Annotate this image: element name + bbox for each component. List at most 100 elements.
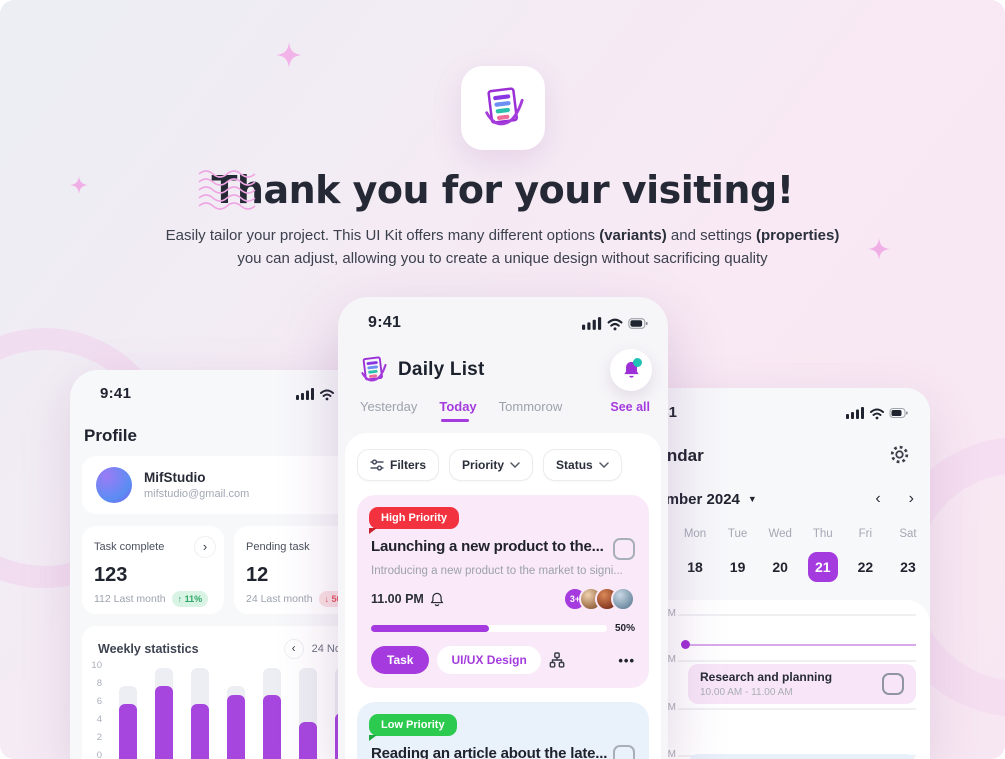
bar-fill	[119, 704, 137, 759]
day-cell[interactable]: Sat 23	[899, 528, 917, 575]
bar-fill	[227, 695, 245, 759]
day-cell-selected[interactable]: Thu 21	[805, 528, 841, 582]
filters-button[interactable]: Filters	[357, 449, 440, 481]
calendar-screen: 9:41 Calendar November 2024 ▼ ‹ › Mo	[620, 388, 930, 759]
chevron-right-icon[interactable]: ›	[194, 536, 216, 558]
task-checkbox[interactable]	[613, 745, 635, 759]
app-title: Daily List	[398, 359, 485, 380]
status-icons	[582, 316, 648, 330]
y-axis-tick: 8	[96, 678, 102, 689]
notification-dot	[633, 358, 642, 367]
page-subtitle: Easily tailor your project. This UI Kit …	[165, 227, 840, 268]
current-time-dot	[681, 640, 690, 649]
tab-today[interactable]: Today	[439, 399, 477, 422]
daily-list-logo-icon	[485, 87, 524, 126]
sparkle-icon	[276, 42, 302, 68]
avatar	[611, 587, 635, 611]
timeline-gridline	[678, 660, 916, 662]
bar-track	[227, 686, 245, 759]
bar-fill	[191, 704, 209, 759]
chart-prev-button[interactable]: ‹	[283, 639, 304, 659]
profile-title: Profile	[84, 426, 137, 445]
bell-icon	[430, 592, 444, 606]
user-avatar	[96, 467, 132, 503]
y-axis-tick: 10	[91, 660, 102, 671]
stat-card-pending-task[interactable]: Pending task › 12 24 Last month ↓ 50%	[234, 526, 376, 614]
task-card-high-priority[interactable]: High Priority Launching a new product to…	[357, 495, 649, 688]
event-time: 10.00 AM - 11.00 AM	[700, 687, 793, 698]
bar-track	[155, 668, 173, 759]
more-options-button[interactable]: •••	[618, 652, 635, 668]
stat-sub: 24 Last month	[246, 593, 313, 605]
sparkle-icon	[868, 238, 890, 260]
event-checkbox[interactable]	[882, 673, 904, 695]
current-time-line	[690, 643, 916, 646]
y-axis-tick: 0	[96, 750, 102, 759]
see-all-link[interactable]: See all	[610, 399, 650, 414]
status-icons	[846, 406, 908, 419]
prev-month-button[interactable]: ‹	[875, 490, 881, 507]
progress-label: 50%	[614, 623, 635, 634]
event-card-partial[interactable]	[688, 754, 916, 759]
progress-fill	[371, 625, 489, 632]
chevron-down-icon	[598, 462, 609, 468]
day-cell[interactable]: Fri 22	[857, 528, 874, 575]
assignee-avatars[interactable]: 3+	[563, 587, 635, 611]
y-axis-tick: 6	[96, 696, 102, 707]
daily-list-logo-icon	[361, 356, 387, 382]
y-axis-tick: 2	[96, 732, 102, 743]
status-dropdown[interactable]: Status	[543, 449, 622, 481]
tag-task[interactable]: Task	[371, 646, 430, 674]
stat-card-task-complete[interactable]: Task complete › 123 112 Last month ↑ 11%	[82, 526, 224, 614]
page-title: Thank you for your visiting!	[211, 168, 794, 212]
task-title: Reading an article about the late...	[371, 745, 608, 759]
bar-fill	[263, 695, 281, 759]
low-priority-badge: Low Priority	[369, 714, 457, 741]
app-logo-badge	[461, 66, 545, 150]
wave-lines-decor	[198, 170, 256, 210]
day-cell[interactable]: Tue 19	[727, 528, 748, 575]
user-name: MifStudio	[144, 470, 206, 485]
stat-label: Pending task	[246, 541, 310, 553]
bar-track	[263, 668, 281, 759]
tasks-panel: Filters Priority Status High Priority La…	[345, 433, 661, 759]
event-card[interactable]: Research and planning 10.00 AM - 11.00 A…	[688, 664, 916, 704]
high-priority-badge: High Priority	[369, 507, 460, 534]
event-title: Research and planning	[700, 670, 833, 684]
task-title: Launching a new product to the...	[371, 538, 604, 555]
status-time: 9:41	[368, 314, 402, 331]
profile-user-card[interactable]: MifStudio mifstudio@gmail.com	[82, 456, 388, 514]
task-card-low-priority[interactable]: Low Priority Reading an article about th…	[357, 702, 649, 759]
week-row: Mon 18 Tue 19 Wed 20 Thu 21 Fri 22 Sat 23	[677, 528, 926, 582]
stat-label: Task complete	[94, 541, 165, 553]
notifications-button[interactable]	[610, 349, 652, 391]
task-checkbox[interactable]	[613, 538, 635, 560]
task-time: 11.00 PM	[371, 592, 424, 606]
task-description: Introducing a new product to the market …	[371, 565, 623, 577]
tab-tomorrow[interactable]: Tommorow	[498, 399, 563, 414]
tag-uiux-design[interactable]: UI/UX Design	[437, 646, 541, 674]
weekly-bars-chart: 10 8 6 4 2 0	[82, 660, 388, 759]
trend-up-badge: ↑ 11%	[171, 591, 209, 607]
stat-sub: 112 Last month	[94, 593, 166, 605]
timeline-gridline	[678, 614, 916, 616]
priority-dropdown[interactable]: Priority	[449, 449, 534, 481]
stat-value: 12	[246, 564, 269, 586]
bar-track	[299, 668, 317, 759]
chart-title: Weekly statistics	[98, 642, 199, 656]
next-month-button[interactable]: ›	[908, 490, 914, 507]
tab-yesterday[interactable]: Yesterday	[360, 399, 418, 414]
sparkle-icon	[70, 176, 88, 194]
day-cell[interactable]: Wed 20	[768, 528, 792, 575]
bar-track	[191, 668, 209, 759]
progress-bar	[371, 625, 607, 632]
day-cell[interactable]: Mon 18	[683, 528, 707, 575]
caret-down-icon: ▼	[747, 494, 757, 504]
status-time: 9:41	[100, 385, 132, 402]
sliders-icon	[370, 459, 384, 471]
bar-fill	[155, 686, 173, 759]
gear-icon[interactable]	[889, 444, 910, 465]
timeline-gridline	[678, 708, 916, 710]
